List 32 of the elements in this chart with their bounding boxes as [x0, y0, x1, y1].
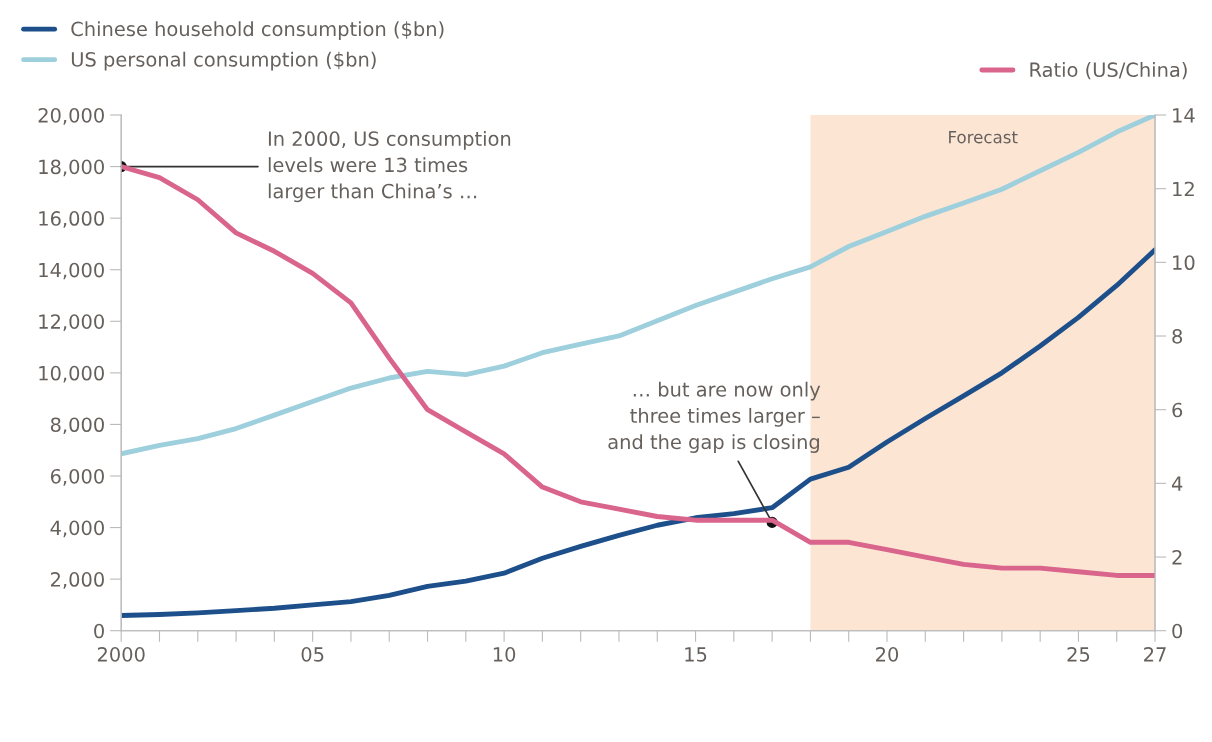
x-tick-label: 15: [685, 647, 707, 662]
y-tick-label: 8,000: [50, 417, 104, 435]
x-tick-label: 05: [301, 647, 324, 662]
y-tick-label: 16,000: [39, 211, 104, 228]
y2-tick-label: 6: [1172, 402, 1183, 418]
y-tick-label: 0: [94, 623, 104, 639]
x-tick-label: 2000: [97, 647, 145, 662]
legend-label: US personal consumption ($bn): [71, 51, 376, 71]
y2-tick-label: 10: [1173, 255, 1195, 271]
annotation: … but are now only three times larger – and the gap is closing: [608, 381, 821, 453]
y-tick-label: 20,000: [38, 107, 104, 125]
y2-tick-label: 0: [1172, 623, 1183, 639]
y-tick-label: 18,000: [39, 159, 104, 177]
y-tick-label: 14,000: [39, 262, 104, 280]
legend-label: Ratio (US/China): [1030, 62, 1187, 80]
y-tick-label: 10,000: [39, 365, 104, 383]
y-tick-label: 2,000: [50, 572, 104, 589]
y2-tick-label: 12: [1173, 181, 1194, 197]
y-tick-label: 4,000: [50, 520, 104, 538]
band-label: Forecast: [949, 130, 1018, 144]
y2-tick-label: 2: [1172, 549, 1182, 565]
x-tick-label: 25: [1067, 647, 1090, 662]
y-tick-label: 12,000: [39, 314, 104, 331]
y2-tick-label: 14: [1173, 108, 1195, 123]
y-tick-label: 6,000: [50, 468, 104, 486]
x-tick-label: 10: [493, 647, 516, 662]
annotation: In 2000, US consumption levels were 13 times larger than China’s …: [268, 130, 511, 203]
y2-tick-label: 4: [1171, 476, 1183, 491]
x-tick-label: 27: [1144, 647, 1166, 662]
x-tick-label: 20: [876, 647, 899, 662]
legend-label: Chinese household consumption ($bn): [71, 21, 444, 41]
y2-tick-label: 8: [1172, 328, 1183, 344]
